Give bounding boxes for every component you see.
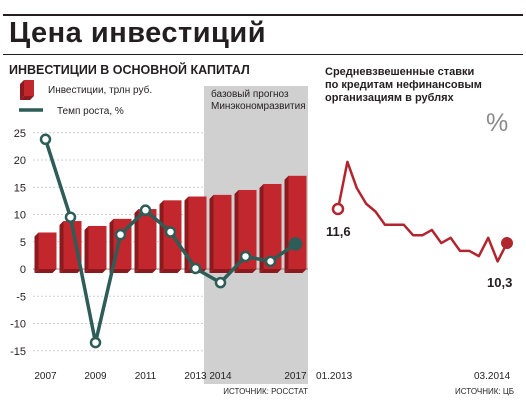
bar-face [138,209,157,269]
y-tick-label: 20 [14,155,26,167]
legend-label-growth: Темп роста, % [57,106,124,117]
investment-bar [84,225,107,273]
bar-bottom [84,269,107,273]
x-tick-label: 2009 [84,371,107,382]
investment-bar [184,196,207,273]
growth-point [189,262,202,275]
y-tick-label: -10 [10,319,26,331]
source-rosstat: ИСТОЧНИК: РОССТАТ [223,387,308,396]
y-tick-labels: -15 -10 -5 0 5 10 15 20 25 [10,128,26,358]
rate-start-label: 11,6 [326,224,351,239]
rate-x-tick-start: 01.2013 [316,371,353,382]
investment-chart-title: ИНВЕСТИЦИИ В ОСНОВНОЙ КАПИТАЛ [9,62,250,77]
investment-bar [259,183,282,273]
investment-bar [134,209,157,273]
growth-rate-line [39,133,303,349]
x-tick-label: 2013 [184,371,207,382]
x-tick-label: 2011 [135,371,157,382]
y-tick-label: 15 [14,182,26,194]
x-tick-labels: 2007 2009 2011 2013 2014 2017 [34,371,307,382]
growth-point [39,133,52,146]
bar-side [209,194,214,273]
x-tick-label: 2007 [34,371,57,382]
investment-bar [234,189,257,273]
rate-x-tick-end: 03.2014 [474,371,511,382]
investment-bar [284,175,307,273]
bar-side [259,183,264,273]
y-tick-label: -5 [16,291,26,303]
growth-point [139,204,152,216]
y-tick-label: 25 [14,128,26,140]
bar-side [284,175,289,273]
bar-face [263,183,282,269]
bar-bottom [59,269,82,273]
x-tick-label: 2014 [209,371,232,382]
bar-bottom [159,269,182,273]
page-title: Цена инвестиций [9,17,267,49]
bar-side [59,221,64,273]
rate-chart-title-line1: Средневзвешенные ставки [325,66,474,78]
bar-face [88,225,107,269]
investment-bar [34,232,57,273]
y-tick-label: 10 [14,210,26,222]
bar-face [288,175,307,269]
y-tick-label: 0 [20,264,26,276]
bar-side [109,218,114,273]
rate-end-label: 10,3 [487,275,512,290]
bar-face [238,189,257,269]
bar-bottom [259,269,282,273]
loan-rate-chart: Средневзвешенные ставки по кредитам нефи… [316,66,514,396]
bar-bottom [109,269,132,273]
growth-point [64,211,77,223]
growth-point [214,276,227,289]
bar-side [159,200,164,273]
y-tick-label: -15 [10,346,26,358]
bar-face [38,232,57,269]
rate-polyline [336,160,509,263]
bar-side [34,232,39,273]
growth-point [114,228,127,241]
investment-bar [209,194,232,273]
bar-side [184,196,189,273]
legend: Инвестиции, трлн руб. Темп роста, % [19,80,152,117]
rate-line [331,160,513,263]
bar-bottom [209,269,232,273]
growth-point [89,336,102,349]
rate-end-point [501,237,513,250]
bar-side [84,225,89,273]
rate-chart-title-line3: организациям в рублях [325,92,455,104]
growth-point [264,255,277,268]
forecast-label-line1: базовый прогноз [211,88,289,100]
investment-bars [34,175,307,273]
forecast-label-line2: Минэкономразвития [211,101,306,112]
bar-face [213,194,232,269]
growth-point [288,237,303,251]
source-cbr: ИСТОЧНИК: ЦБ [455,387,514,396]
bar-side [134,209,139,273]
investment-chart: ИНВЕСТИЦИИ В ОСНОВНОЙ КАПИТАЛ -15 -10 -5 0 5… [9,62,308,396]
bar-bottom [34,269,57,273]
rate-chart-title-line2: по кредитам нефинансовым [325,79,482,91]
x-tick-label: 2017 [284,371,307,382]
bar-bottom [134,269,157,273]
legend-label-investments: Инвестиции, трлн руб. [48,84,152,96]
y-tick-label: 5 [20,237,26,249]
legend-swatch-bar [20,80,34,100]
bar-side [234,189,239,273]
title-bar: Цена инвестиций [3,14,523,55]
bar-bottom [234,269,257,273]
growth-point [239,250,252,263]
percent-unit-label: % [486,109,508,137]
bar-face [188,196,207,269]
rate-start-point [331,202,345,216]
growth-point [164,226,177,238]
bar-bottom [284,269,307,273]
